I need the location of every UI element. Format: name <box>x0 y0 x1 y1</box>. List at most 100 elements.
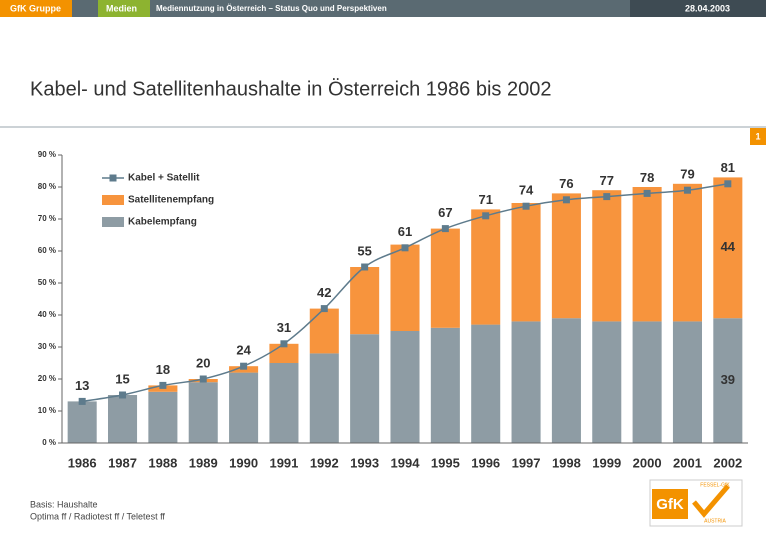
bar-segment <box>430 327 460 443</box>
bar-segment <box>592 190 622 322</box>
line-marker <box>240 362 248 370</box>
data-label: 15 <box>115 371 129 386</box>
date-box <box>630 0 766 17</box>
line-marker <box>401 244 409 252</box>
basis: Basis: Haushalte <box>30 499 98 509</box>
bar-segment <box>511 203 541 322</box>
logo: GfK FESSEL-GfK AUSTRIA <box>649 479 743 527</box>
bar-segment <box>551 318 581 443</box>
bar-segment <box>309 353 339 443</box>
line-marker <box>441 225 449 233</box>
y-tick-label: 70 % <box>38 214 56 223</box>
legend-marker <box>109 174 117 182</box>
bar-segment <box>551 193 581 319</box>
x-tick-label: 1986 <box>68 455 97 470</box>
data-label: 42 <box>317 285 331 300</box>
line-marker <box>280 340 288 348</box>
x-tick-label: 1993 <box>350 455 379 470</box>
y-tick-label: 20 % <box>38 374 56 383</box>
legend-label: Kabelempfang <box>128 217 197 228</box>
x-tick-label: 2001 <box>673 455 702 470</box>
data-label: 31 <box>277 320 291 335</box>
x-tick-label: 1992 <box>310 455 339 470</box>
y-tick-label: 40 % <box>38 310 56 319</box>
company-box <box>0 0 72 17</box>
data-label: 67 <box>438 205 452 220</box>
bar-segment <box>672 183 702 322</box>
bar-segment <box>188 382 218 443</box>
date: 28.04.2003 <box>685 3 730 13</box>
bar-segment <box>229 372 259 443</box>
section: Medien <box>106 3 137 13</box>
bar-segment <box>713 318 743 443</box>
line-marker <box>562 196 570 204</box>
data-label: 24 <box>236 343 251 358</box>
section-box <box>98 0 150 17</box>
line-marker <box>683 186 691 194</box>
x-tick-label: 1990 <box>229 455 258 470</box>
logo-bottom: AUSTRIA <box>704 518 726 524</box>
bar-segment <box>511 321 541 443</box>
legend-swatch <box>102 217 124 227</box>
sources: Optima ff / Radiotest ff / Teletest ff <box>30 511 165 521</box>
x-tick-label: 1988 <box>148 455 177 470</box>
bar-segment <box>390 331 420 443</box>
topic: Mediennutzung in Österreich – Status Quo… <box>156 4 387 13</box>
line-marker <box>119 391 127 399</box>
y-tick-label: 10 % <box>38 406 56 415</box>
bar-segment <box>592 321 622 443</box>
bar-segment <box>632 187 662 322</box>
x-tick-label: 2002 <box>713 455 742 470</box>
bar-segment <box>713 177 743 319</box>
bar-segment <box>632 321 662 443</box>
x-tick-label: 1991 <box>269 455 298 470</box>
data-label: 79 <box>680 167 694 182</box>
line-marker <box>78 397 86 405</box>
x-tick-label: 1997 <box>512 455 541 470</box>
header-bar <box>0 0 766 17</box>
bar-segment <box>309 308 339 354</box>
line-marker <box>199 375 207 383</box>
x-tick-label: 2000 <box>633 455 662 470</box>
data-label: 39 <box>721 372 735 387</box>
legend-label: Satellitenempfang <box>128 195 214 206</box>
line-marker <box>724 180 732 188</box>
line-marker <box>482 212 490 220</box>
legend-label: Kabel + Satellit <box>128 173 200 184</box>
x-tick-label: 1987 <box>108 455 137 470</box>
legend-swatch <box>102 195 124 205</box>
bar-segment <box>67 401 97 443</box>
x-tick-label: 1996 <box>471 455 500 470</box>
data-label: 55 <box>357 243 371 258</box>
chart-title: Kabel- und Satellitenhaushalte in Österr… <box>30 78 551 100</box>
bar-segment <box>269 363 299 443</box>
bar-segment <box>471 324 501 443</box>
data-label: 78 <box>640 170 654 185</box>
x-tick-label: 1995 <box>431 455 460 470</box>
line-marker <box>320 305 328 313</box>
data-label: 71 <box>478 192 492 207</box>
page-box <box>750 128 766 145</box>
data-label: 61 <box>398 224 412 239</box>
data-label: 20 <box>196 355 210 370</box>
logo-text: GfK <box>656 496 684 513</box>
data-label: 44 <box>721 239 736 254</box>
line-marker <box>603 193 611 201</box>
bar-segment <box>471 209 501 325</box>
data-label: 74 <box>519 183 534 198</box>
y-tick-label: 50 % <box>38 278 56 287</box>
line-marker <box>643 189 651 197</box>
page-number: 1 <box>755 131 760 141</box>
logo-box <box>652 489 688 519</box>
data-label: 81 <box>721 160 735 175</box>
line-marker <box>159 381 167 389</box>
data-label: 13 <box>75 378 89 393</box>
bar-segment <box>430 228 460 328</box>
company: GfK Gruppe <box>10 3 61 13</box>
bar-segment <box>390 244 420 331</box>
line-marker <box>361 263 369 271</box>
logo-top: FESSEL-GfK <box>700 482 730 488</box>
y-tick-label: 60 % <box>38 246 56 255</box>
data-label: 76 <box>559 176 573 191</box>
